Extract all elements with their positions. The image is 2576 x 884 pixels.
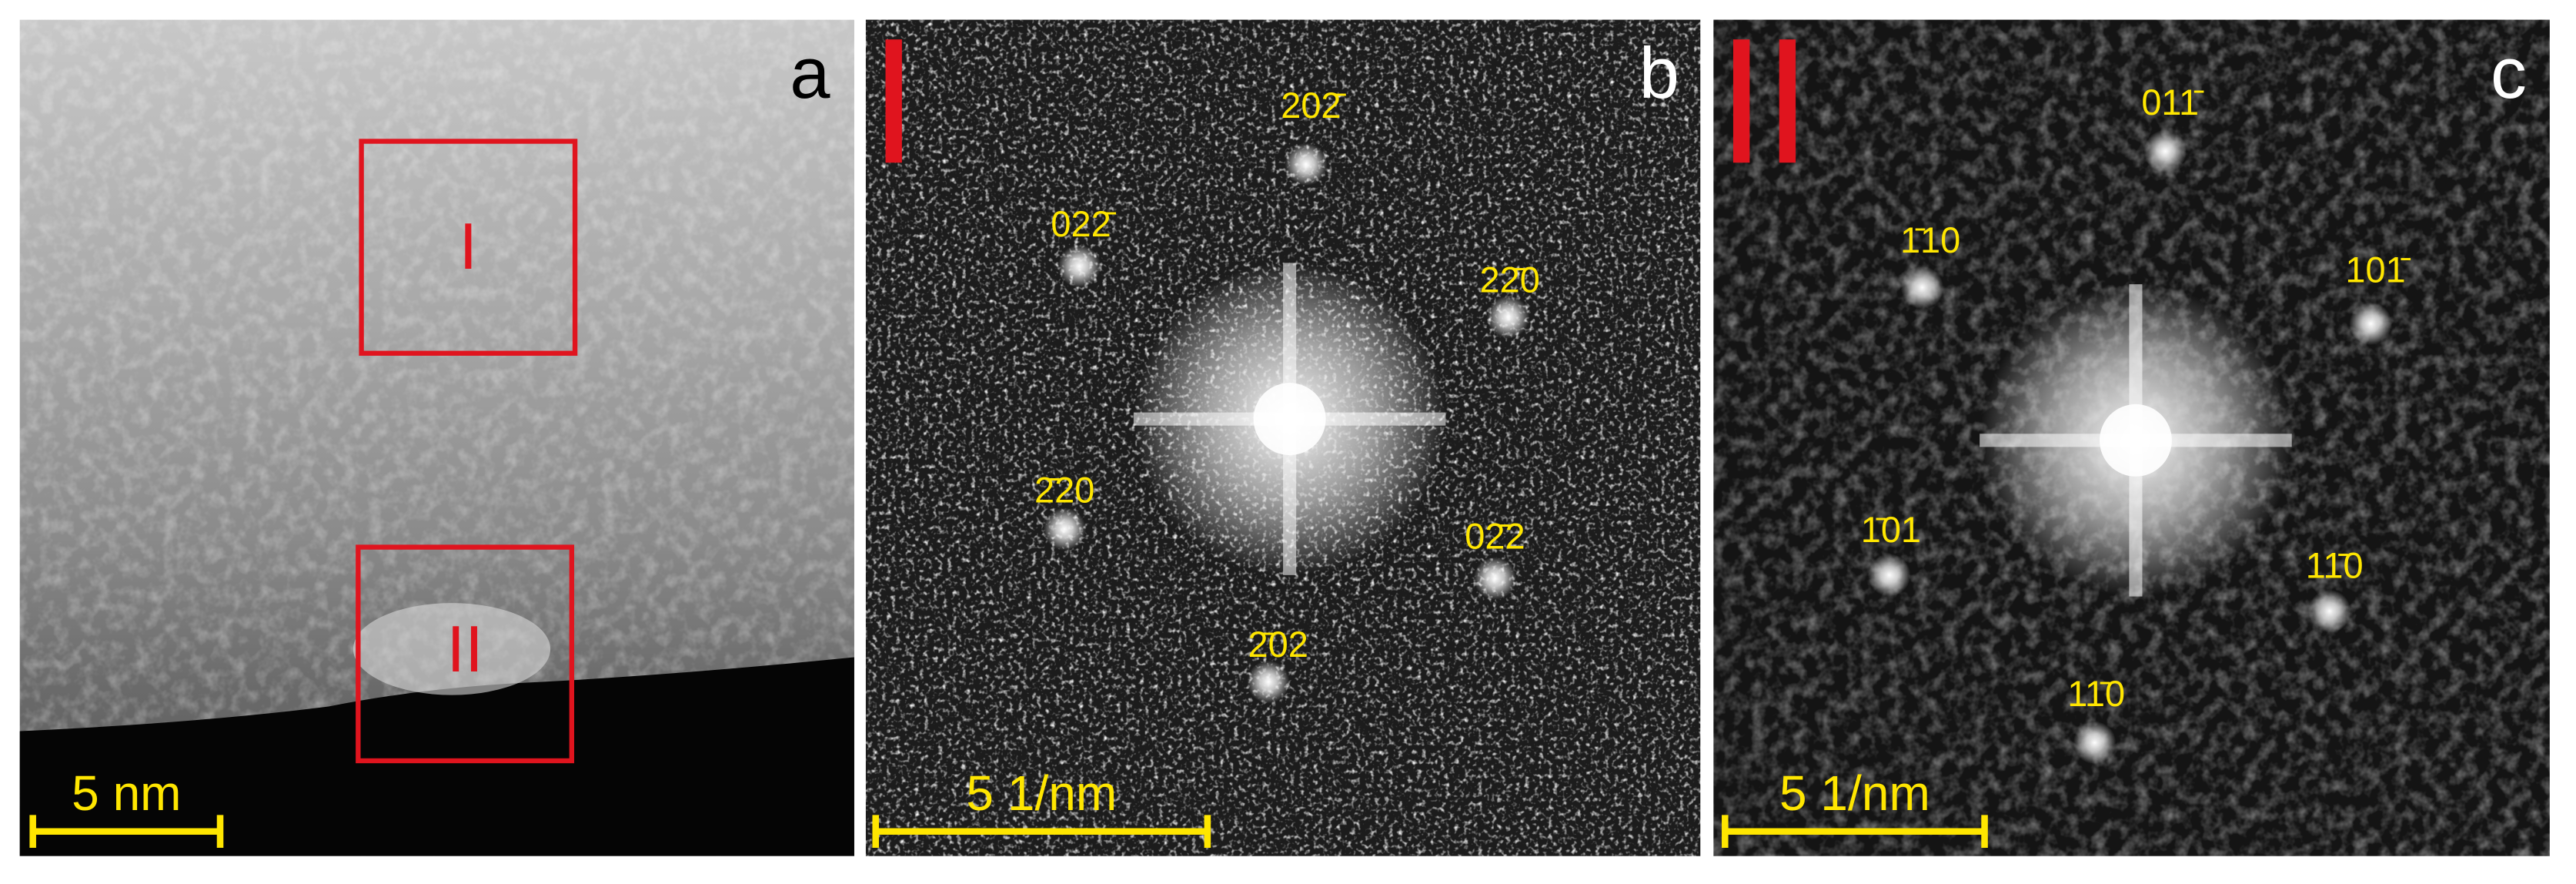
spot-label: 02̄2 [1465, 515, 1525, 556]
spot-label: 011̄ [2141, 82, 2204, 122]
central-spot [2099, 403, 2172, 477]
region-marker-bar [1732, 39, 1750, 163]
scale-bar-label: 5 nm [72, 765, 181, 821]
panel-letter: b [1639, 32, 1679, 113]
diffraction-spot [1043, 507, 1086, 551]
diffraction-spot [1057, 244, 1101, 288]
diffraction-spot [1486, 296, 1530, 339]
diffraction-spot [2143, 129, 2187, 173]
diffraction-spot [2308, 590, 2351, 633]
region-box [359, 139, 578, 356]
scale-bar-label: 5 1/nm [1779, 765, 1930, 821]
spot-label: 2̄02 [1248, 624, 1308, 665]
region-box [356, 544, 575, 764]
diffraction-spot [1868, 554, 1911, 597]
spot-label: 22̄0 [1479, 259, 1539, 300]
central-spot [1253, 383, 1326, 456]
spot-label: 2̄20 [1034, 470, 1094, 511]
region-marker-bar [1779, 39, 1796, 163]
diffraction-spot [1473, 557, 1517, 600]
diffraction-spot [2349, 302, 2392, 346]
box-label: I [459, 210, 477, 283]
diffraction-spot [1247, 660, 1290, 704]
spot-label: 11̄0 [2306, 545, 2364, 586]
scale-bar-label: 5 1/nm [966, 765, 1117, 821]
diffraction-spot [1285, 142, 1328, 186]
box-label: II [446, 613, 483, 686]
panel-letter: a [790, 32, 830, 113]
spot-label: 022̄ [1051, 203, 1116, 244]
spot-label: 1̄01 [1861, 509, 1921, 550]
panel-letter: c [2491, 32, 2527, 113]
diffraction-spot [1900, 266, 1944, 310]
fft-panels [865, 19, 2550, 856]
spot-label: 11̄0 [2067, 673, 2125, 714]
spot-label: 1̄10 [1900, 219, 1960, 260]
spot-label: 202̄ [1281, 85, 1346, 126]
region-marker-bar [885, 39, 902, 163]
diffraction-spot [2073, 721, 2117, 765]
spot-label: 101̄ [2345, 249, 2411, 290]
tem-image [19, 19, 854, 856]
